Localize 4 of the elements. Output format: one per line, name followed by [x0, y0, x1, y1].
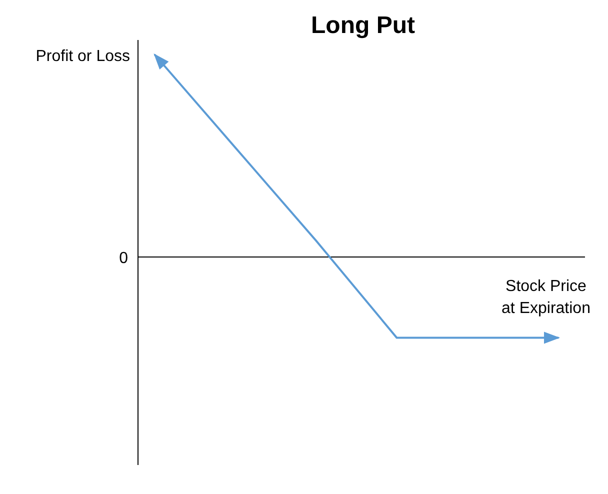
chart-title: Long Put	[311, 12, 415, 39]
x-axis-title: Stock Price at Expiration	[502, 278, 590, 317]
text: 0	[119, 250, 128, 267]
y-axis-title: Profit or Loss	[36, 48, 130, 65]
